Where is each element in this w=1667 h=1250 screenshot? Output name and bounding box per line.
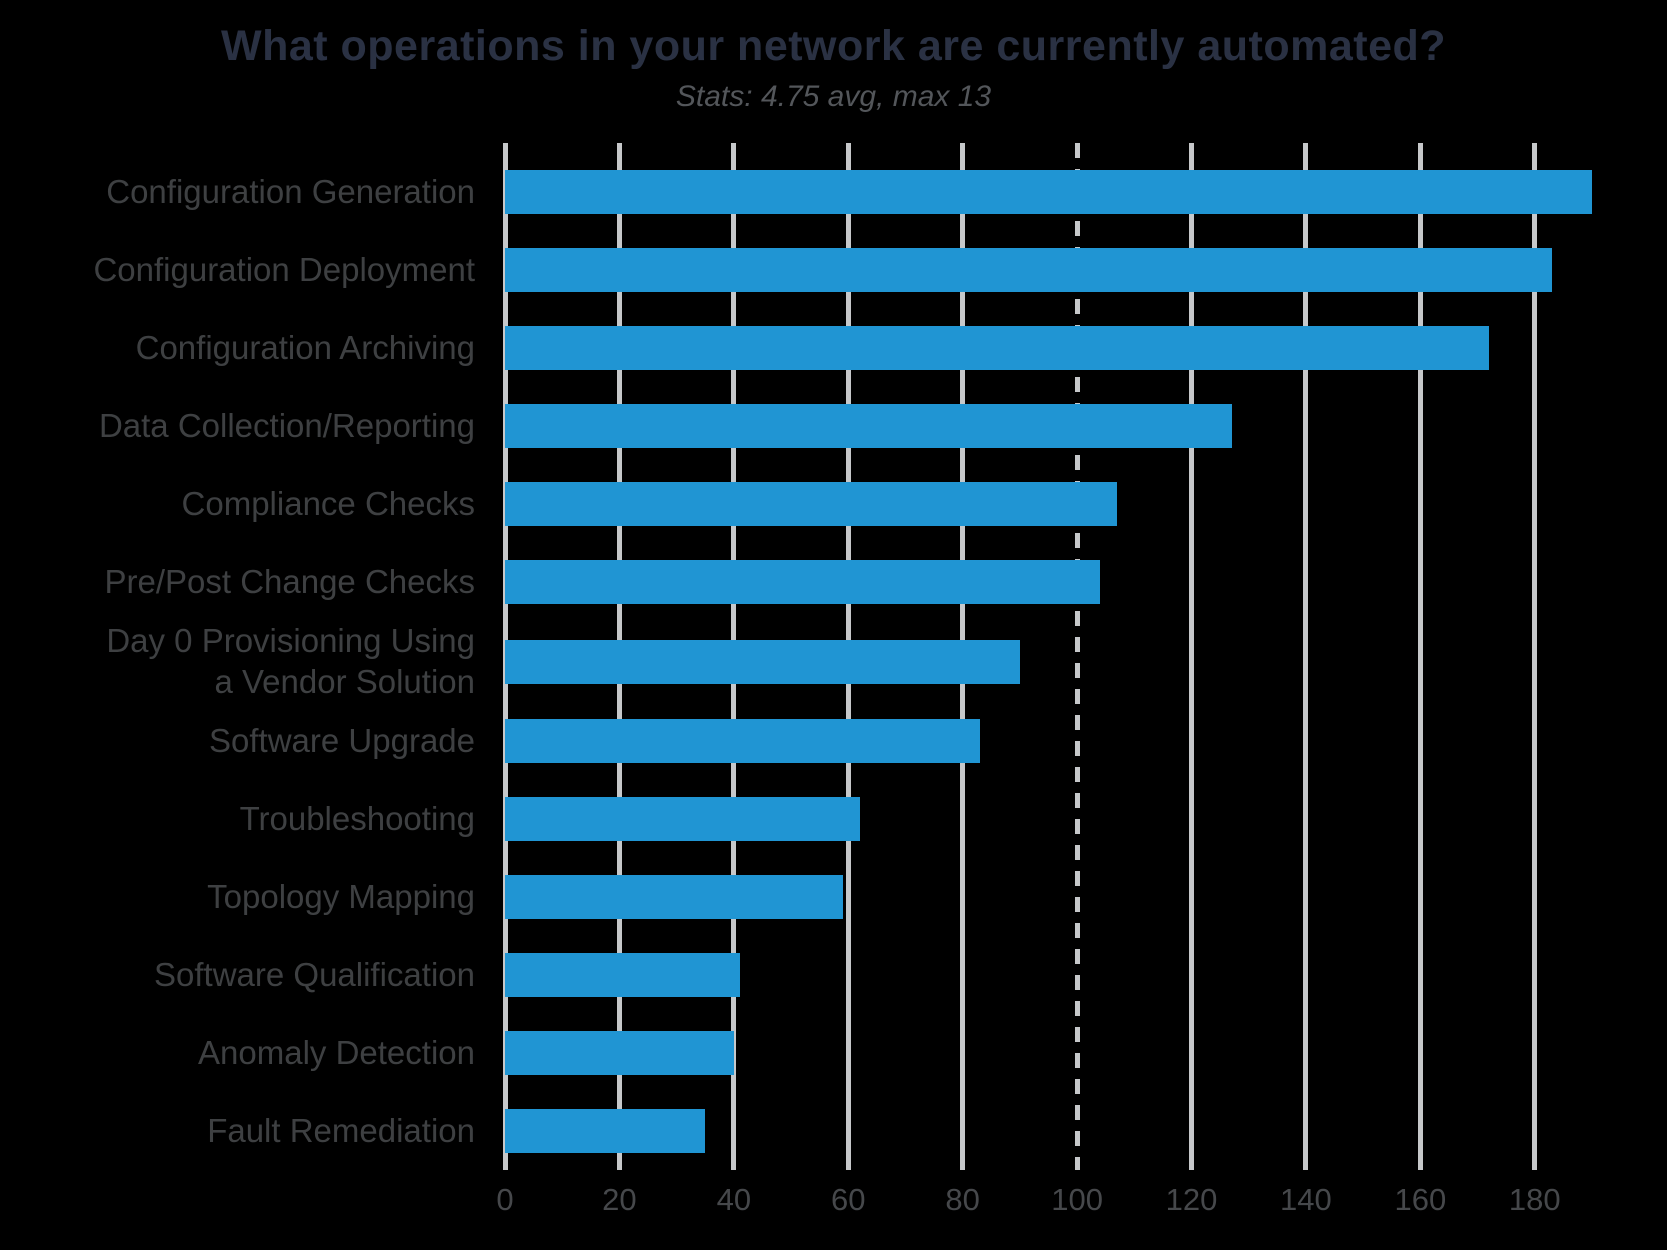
category-label: Anomaly Detection [198, 1033, 475, 1071]
x-tick-label: 60 [830, 1182, 866, 1217]
x-tick-label: 140 [1280, 1182, 1332, 1217]
category-label: Topology Mapping [207, 877, 475, 915]
bar-track [505, 621, 1632, 702]
bar [505, 1109, 706, 1154]
x-tick-label: 0 [496, 1182, 514, 1217]
category-label: Fault Remediation [207, 1111, 475, 1149]
bar-track [505, 858, 1632, 936]
bar-track [505, 1014, 1632, 1092]
chart-row: Software Upgrade [0, 702, 1632, 780]
chart-row: Configuration Deployment [0, 231, 1632, 309]
x-tick-label: 180 [1508, 1182, 1561, 1217]
bar [505, 326, 1489, 371]
bar-track [505, 231, 1632, 309]
chart-row: Data Collection/Reporting [0, 387, 1632, 465]
x-axis-tick-labels: 0 20 40 60 80 100 120 140 160 180 [496, 1182, 1632, 1227]
chart-row: Topology Mapping [0, 858, 1632, 936]
bar-track [505, 387, 1632, 465]
chart-row: Pre/Post Change Checks [0, 543, 1632, 621]
bar [505, 952, 740, 997]
category-label: Configuration Generation [106, 172, 475, 210]
category-label: Software Upgrade [209, 721, 475, 759]
x-tick-label: 40 [716, 1182, 752, 1217]
chart-title: What operations in your network are curr… [220, 22, 1447, 70]
bar [505, 560, 1100, 605]
gridline [1188, 143, 1194, 1170]
bar [505, 1030, 734, 1075]
chart-row: Troubleshooting [0, 780, 1632, 858]
bar [505, 874, 843, 919]
x-tick-label: 160 [1394, 1182, 1447, 1217]
chart-row: Configuration Generation [0, 153, 1632, 231]
bar [505, 482, 1118, 527]
x-tick-label: 20 [602, 1182, 637, 1217]
bar-track [505, 465, 1632, 543]
bar-rows: Configuration Generation Configuration De… [0, 143, 1632, 1170]
category-label: Configuration Archiving [135, 328, 475, 366]
bar-track [505, 936, 1632, 1014]
x-tick-label: 100 [1051, 1182, 1103, 1217]
bar [505, 170, 1592, 215]
category-label: Pre/Post Change Checks [104, 563, 475, 601]
chart-subtitle: Stats: 4.75 avg, max 13 [675, 80, 992, 113]
chart-row: Software Qualification [0, 936, 1632, 1014]
bar-track [505, 1092, 1632, 1170]
x-tick-label: 80 [945, 1182, 980, 1217]
bar [505, 639, 1020, 684]
bar [505, 796, 860, 841]
chart-row: Anomaly Detection [0, 1014, 1632, 1092]
gridline [1532, 143, 1538, 1170]
bar [505, 248, 1552, 293]
gridline [1303, 143, 1309, 1170]
chart-row: Fault Remediation [0, 1092, 1632, 1170]
chart-row: Configuration Archiving [0, 309, 1632, 387]
bar-track [505, 702, 1632, 780]
category-label: Compliance Checks [181, 485, 475, 523]
bar [505, 718, 980, 763]
bar-track [505, 153, 1632, 231]
category-label: Configuration Deployment [93, 250, 475, 288]
category-label: Day 0 Provisioning Using a Vendor Soluti… [106, 622, 475, 700]
bar-track [505, 309, 1632, 387]
chart-row: Compliance Checks [0, 465, 1632, 543]
gridline [1417, 143, 1423, 1170]
bar [505, 404, 1232, 449]
category-label: Data Collection/Reporting [98, 407, 475, 445]
bar-track [505, 543, 1632, 621]
category-label: Troubleshooting [239, 799, 475, 837]
chart-row: Day 0 Provisioning Using a Vendor Soluti… [0, 621, 1632, 702]
reference-gridline [1074, 143, 1080, 1170]
bar-track [505, 780, 1632, 858]
category-label: Software Qualification [154, 955, 475, 993]
x-tick-label: 120 [1165, 1182, 1218, 1217]
